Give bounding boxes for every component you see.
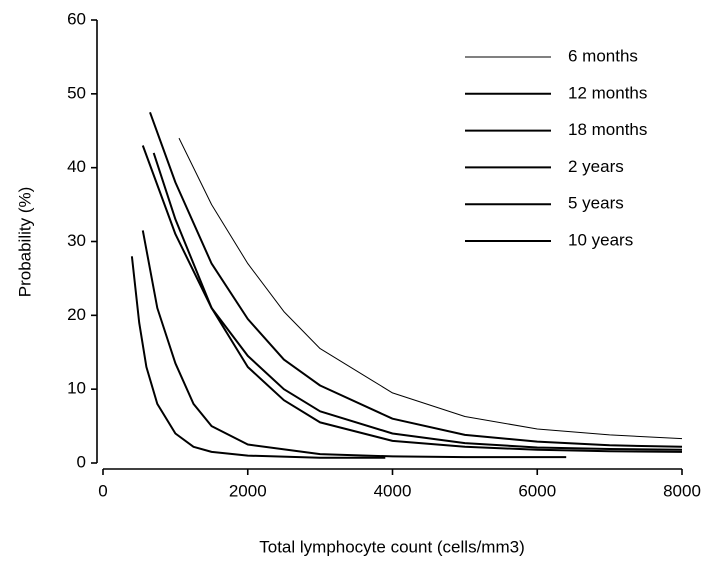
legend-label: 18 months bbox=[568, 120, 647, 139]
y-axis-label: Probability (%) bbox=[15, 187, 34, 298]
series-line bbox=[130, 256, 386, 459]
x-tick-label: 6000 bbox=[518, 481, 556, 500]
x-tick-label: 2000 bbox=[229, 481, 267, 500]
y-tick-label: 30 bbox=[67, 231, 86, 250]
legend-label: 10 years bbox=[568, 230, 633, 249]
y-tick-label: 60 bbox=[67, 9, 86, 28]
x-axis-label: Total lymphocyte count (cells/mm3) bbox=[259, 537, 524, 556]
y-tick-label: 40 bbox=[67, 157, 86, 176]
series-line bbox=[141, 145, 683, 451]
y-tick-label: 20 bbox=[67, 305, 86, 324]
legend-label: 12 months bbox=[568, 83, 647, 102]
series-line bbox=[149, 111, 683, 448]
x-tick-label: 4000 bbox=[374, 481, 412, 500]
legend-label: 6 months bbox=[568, 46, 638, 65]
x-tick-label: 0 bbox=[98, 481, 107, 500]
y-tick-label: 50 bbox=[67, 83, 86, 102]
series-line bbox=[141, 230, 567, 459]
series-line bbox=[178, 137, 683, 440]
x-tick-label: 8000 bbox=[663, 481, 701, 500]
y-tick-label: 10 bbox=[67, 379, 86, 398]
y-tick-label: 0 bbox=[77, 452, 86, 471]
legend-label: 5 years bbox=[568, 194, 624, 213]
series-line bbox=[152, 152, 683, 453]
legend-label: 2 years bbox=[568, 157, 624, 176]
